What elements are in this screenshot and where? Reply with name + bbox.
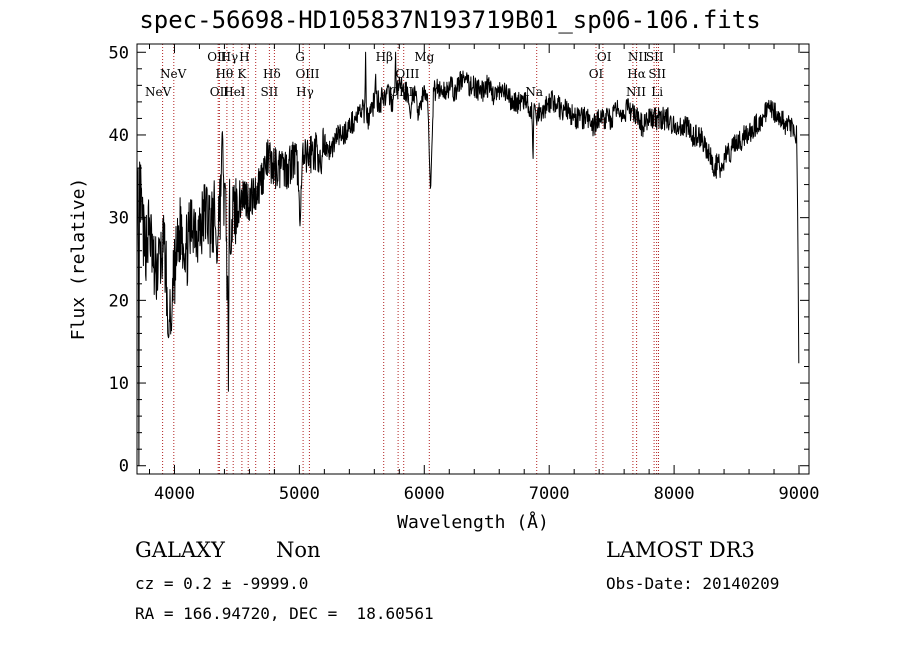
emission-line-label-1: NeV xyxy=(160,67,187,81)
x-tick-label-4000: 4000 xyxy=(154,484,195,504)
survey-label: LAMOST DR3 xyxy=(606,538,755,562)
x-tick-label-5000: 5000 xyxy=(279,484,320,504)
x-axis-label: Wavelength (Å) xyxy=(397,511,549,533)
emission-line-label-21: NII xyxy=(628,50,648,64)
emission-line-label-8: HeI xyxy=(223,85,246,99)
emission-line-label-7: K xyxy=(237,67,247,81)
x-tick-label-7000: 7000 xyxy=(529,484,570,504)
x-tick-label-6000: 6000 xyxy=(404,484,445,504)
axis-tick-labels: 4000 5000 6000 7000 8000 9000 0 10 20 30 40 50 xyxy=(109,43,820,504)
emission-line-label-10: SII xyxy=(261,85,279,99)
y-tick-label-40: 40 xyxy=(109,126,129,146)
emission-line-label-25: NII xyxy=(626,85,646,99)
emission-line-label-22: SII xyxy=(646,50,664,64)
emission-line-label-26: Li xyxy=(651,85,663,99)
chart-title: spec-56698-HD105837N193719B01_sp06-106.f… xyxy=(139,6,761,34)
redshift-readout: cz = 0.2 ± -9999.0 xyxy=(135,574,309,593)
emission-line-label-20: OI xyxy=(589,67,604,81)
spectral-subclass: Non xyxy=(276,538,321,562)
emission-line-label-16: OIII xyxy=(389,85,413,99)
emission-line-label-23: Hα xyxy=(627,67,646,81)
emission-line-label-14: Hβ xyxy=(376,50,393,64)
coordinates-readout: RA = 166.94720, DEC = 18.60561 xyxy=(135,604,434,623)
emission-line-label-6: H xyxy=(239,50,249,64)
axis-ticks xyxy=(137,44,809,474)
observation-date: Obs-Date: 20140209 xyxy=(606,574,780,593)
emission-line-label-4: OII xyxy=(210,85,230,99)
emission-line-label-9: Hδ xyxy=(263,67,281,81)
emission-line-label-5: Hγ xyxy=(221,50,239,64)
emission-line-label-13: Hγ xyxy=(296,85,314,99)
y-tick-label-0: 0 xyxy=(119,457,129,477)
plot-frame xyxy=(136,43,810,475)
y-axis-label: Flux (relative) xyxy=(68,178,89,341)
emission-line-label-0: NeV xyxy=(145,85,172,99)
spectral-class: GALAXY xyxy=(135,538,225,562)
y-tick-label-10: 10 xyxy=(109,374,129,394)
emission-line-label-15: OIII xyxy=(395,67,419,81)
spectrum-series-line xyxy=(136,51,800,467)
emission-line-label-11: G xyxy=(295,50,305,64)
y-tick-label-20: 20 xyxy=(109,291,129,311)
x-tick-label-8000: 8000 xyxy=(654,484,695,504)
x-tick-label-9000: 9000 xyxy=(779,484,820,504)
y-tick-label-50: 50 xyxy=(109,43,129,63)
emission-line-label-24: SII xyxy=(648,67,666,81)
emission-line-label-18: Na xyxy=(525,85,543,99)
emission-line-label-2: OII xyxy=(207,50,227,64)
emission-line-label-19: OI xyxy=(597,50,612,64)
y-tick-label-30: 30 xyxy=(109,209,129,229)
emission-line-label-17: Mg xyxy=(414,50,434,64)
emission-line-label-12: OIII xyxy=(295,67,319,81)
emission-line-label-3: Hθ xyxy=(216,67,234,81)
